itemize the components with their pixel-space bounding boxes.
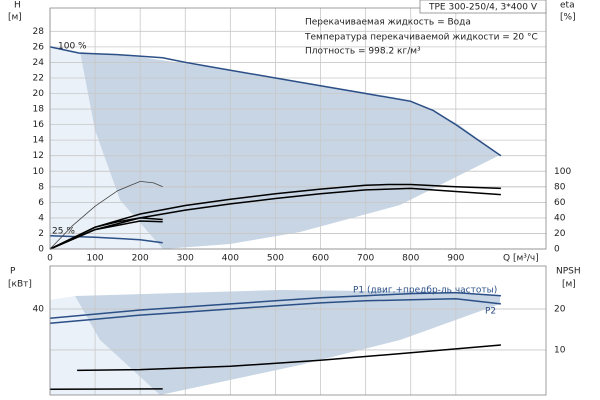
curve (49, 187, 501, 250)
curve (49, 217, 163, 250)
area-light (50, 46, 163, 249)
y-tick-label: 4 (38, 213, 44, 223)
curve (49, 46, 502, 157)
y-axis-unit: [м] (8, 13, 22, 23)
annotation: Перекачиваемая жидкость = Вода (305, 18, 471, 28)
y-tick-label: 24 (33, 58, 45, 68)
x-tick-label: 300 (177, 254, 194, 264)
curve (49, 235, 163, 244)
y2-tick-label: 100 (554, 167, 571, 177)
x-tick-label: 100 (86, 254, 103, 264)
x-tick-label: 900 (447, 254, 464, 264)
y-tick-label: 8 (38, 182, 44, 192)
y2-axis-label: NPSH (556, 267, 581, 277)
y-axis-unit: [кВт] (8, 280, 32, 290)
plot-frame (49, 265, 547, 396)
x-tick-label: 500 (267, 254, 284, 264)
curve (49, 220, 163, 250)
curve-label: 25 % (52, 227, 75, 237)
y-tick-label: 12 (33, 151, 44, 161)
y-tick-label: 18 (33, 105, 45, 115)
y-axis-label: P (10, 267, 16, 277)
y-tick-label: 6 (38, 198, 44, 208)
area-dark (80, 52, 500, 249)
plot-frame (49, 7, 547, 250)
y-tick-label: 2 (38, 229, 44, 239)
y2-axis-unit: [%] (560, 13, 576, 23)
y-tick-label: 20 (33, 89, 45, 99)
y-tick-label: 26 (33, 42, 45, 52)
curve (49, 180, 163, 250)
y-tick-label: 14 (33, 136, 45, 146)
x-tick-label: 700 (357, 254, 374, 264)
y2-tick-label: 40 (554, 213, 566, 223)
curve-label: 100 % (58, 42, 87, 52)
y-tick-label: 22 (33, 73, 44, 83)
curve (77, 344, 501, 372)
curve (49, 183, 501, 250)
x-tick-label: 400 (222, 254, 239, 264)
x-axis-label: Q [м³/ч] (503, 254, 539, 264)
y2-axis-unit: [м] (562, 280, 576, 290)
y-tick-label: 10 (33, 167, 45, 177)
curve-label: P1 (двиг.+предбр-ль частоты) (353, 286, 497, 296)
x-tick-label: 800 (402, 254, 419, 264)
annotation: Температура перекачиваемой жидкости = 20… (304, 33, 538, 43)
curve (49, 291, 501, 319)
curve-label: P2 (485, 307, 496, 317)
y2-tick-label: 0 (554, 245, 560, 255)
y2-tick-label: 20 (554, 229, 566, 239)
y-tick-label: 28 (33, 27, 45, 37)
title-box (419, 0, 547, 14)
y2-tick-label: 20 (554, 305, 566, 315)
y-tick-label: 0 (38, 245, 44, 255)
y-tick-label: 16 (33, 120, 45, 130)
x-tick-label: 600 (312, 254, 329, 264)
curve (49, 298, 501, 325)
chart-title: TPE 300-250/4, 3*400 V (428, 3, 538, 13)
y2-tick-label: 10 (554, 345, 566, 355)
annotation: Плотность = 998.2 кг/м³ (305, 47, 421, 57)
y-tick-label: 40 (33, 305, 45, 315)
x-tick-label: 0 (47, 254, 53, 264)
y2-axis-label: eta (560, 1, 575, 11)
y-axis-label: H (14, 1, 21, 11)
y2-tick-label: 60 (554, 198, 566, 208)
x-tick-label: 200 (132, 254, 149, 264)
curves (49, 46, 502, 391)
y2-tick-label: 80 (554, 182, 566, 192)
